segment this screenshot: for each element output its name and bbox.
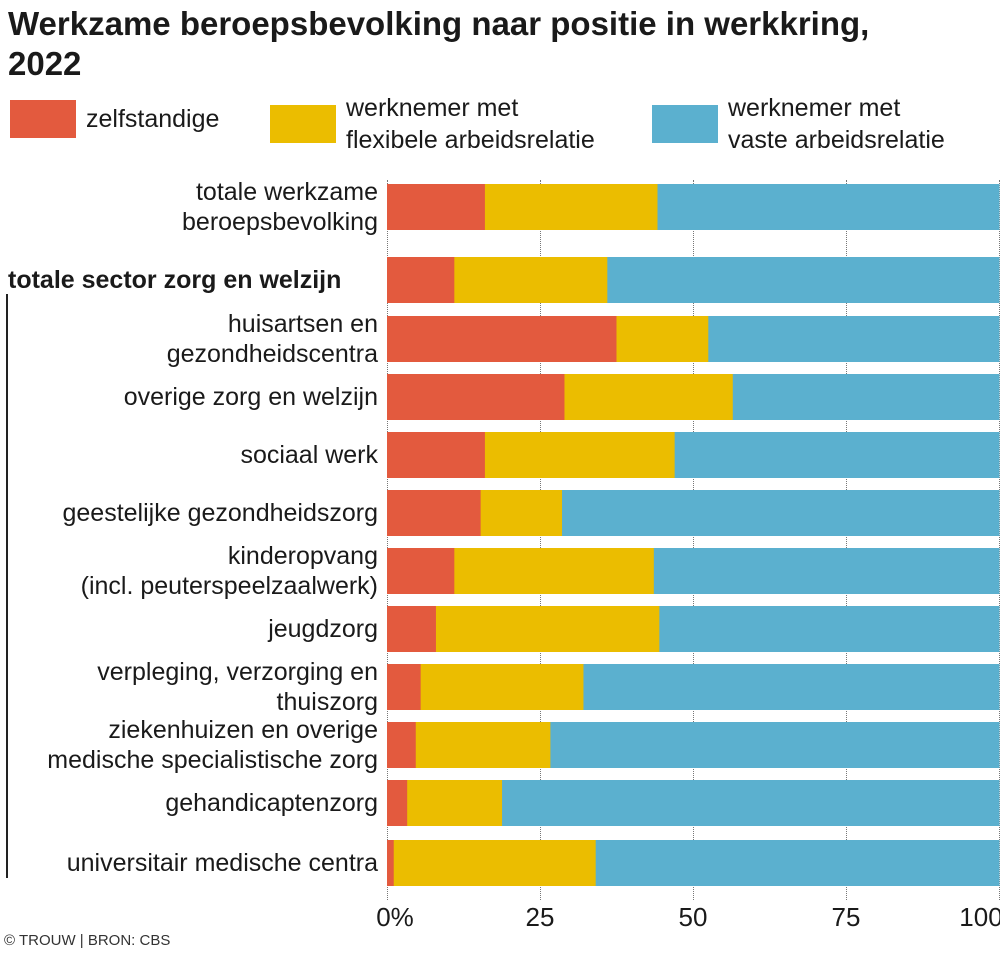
bar-segment xyxy=(454,548,655,594)
category-label: verpleging, verzorging en thuiszorg xyxy=(97,658,378,716)
bar-segment xyxy=(484,432,676,478)
bar-segment xyxy=(562,490,1000,536)
bar-segment xyxy=(564,374,734,420)
bar-segment xyxy=(657,184,1000,230)
bar-segment xyxy=(420,664,584,710)
x-tick-label: 0% xyxy=(376,902,414,932)
bar-segment xyxy=(387,548,455,594)
gridline xyxy=(387,180,388,900)
gridline xyxy=(693,180,694,900)
bar-segment xyxy=(616,316,709,362)
legend-swatch xyxy=(270,105,336,143)
bar-segment xyxy=(387,664,422,710)
gridline xyxy=(540,180,541,900)
bar-segment xyxy=(387,432,486,478)
bar-segment xyxy=(407,780,503,826)
bar-segment xyxy=(484,184,659,230)
category-label: geestelijke gezondheidszorg xyxy=(62,499,379,527)
legend-swatch xyxy=(10,100,76,138)
bar-segment xyxy=(387,840,395,886)
bar-segment xyxy=(502,780,1000,826)
gridline xyxy=(846,180,847,900)
bar-segment xyxy=(659,606,1000,652)
bar-segment xyxy=(708,316,1000,362)
bar-segment xyxy=(415,722,551,768)
legend-label: zelfstandige xyxy=(86,105,220,133)
bar-segment xyxy=(387,257,455,303)
bar-segment xyxy=(387,722,417,768)
bar-segment xyxy=(393,840,597,886)
bar-segment xyxy=(732,374,1000,420)
category-label: totale werkzame beroepsbevolking xyxy=(182,178,378,236)
bar-segment xyxy=(595,840,1000,886)
bar-segment xyxy=(674,432,1000,478)
bar-segment xyxy=(550,722,1000,768)
x-tick-label: 100 xyxy=(959,902,1000,932)
bar-segment xyxy=(607,257,1000,303)
bar-segment xyxy=(387,184,486,230)
bar-segment xyxy=(480,490,563,536)
category-label: gehandicaptenzorg xyxy=(165,789,378,817)
bar-segment xyxy=(454,257,608,303)
legend-label: werknemer met flexibele arbeidsrelatie xyxy=(346,94,595,154)
category-label: sociaal werk xyxy=(240,441,378,469)
legend-item: werknemer met vaste arbeidsrelatie xyxy=(652,92,945,156)
subsector-bracket xyxy=(6,294,8,878)
bar-segment xyxy=(387,374,565,420)
source: © TROUW | BRON: CBS xyxy=(4,932,171,949)
category-label: jeugdzorg xyxy=(268,615,378,643)
category-label: universitair medische centra xyxy=(66,849,378,877)
bar-segment xyxy=(583,664,1000,710)
bar-segment xyxy=(387,780,408,826)
bar-segment xyxy=(387,316,617,362)
x-tick-label: 50 xyxy=(678,902,708,932)
category-label: ziekenhuizen en overige medische speciali… xyxy=(47,716,378,774)
legend-item: zelfstandige xyxy=(10,100,219,138)
category-label: huisartsen en gezondheidscentra xyxy=(166,310,378,368)
legend-label: werknemer met vaste arbeidsrelatie xyxy=(728,94,945,154)
legend-swatch xyxy=(652,105,718,143)
x-tick-label: 75 xyxy=(831,902,861,932)
x-tick-label: 25 xyxy=(525,902,555,932)
bar-segment xyxy=(435,606,660,652)
bar-segment xyxy=(387,490,482,536)
category-label: overige zorg en welzijn xyxy=(123,383,378,411)
bar-segment xyxy=(387,606,437,652)
category-label: kinderopvang (incl. peuterspeelzaalwerk) xyxy=(80,542,378,600)
legend-item: werknemer met flexibele arbeidsrelatie xyxy=(270,92,595,156)
bar-segment xyxy=(653,548,1000,594)
category-label: totale sector zorg en welzijn xyxy=(8,266,342,294)
chart-title: Werkzame beroepsbevolking naar positie i… xyxy=(8,5,870,82)
